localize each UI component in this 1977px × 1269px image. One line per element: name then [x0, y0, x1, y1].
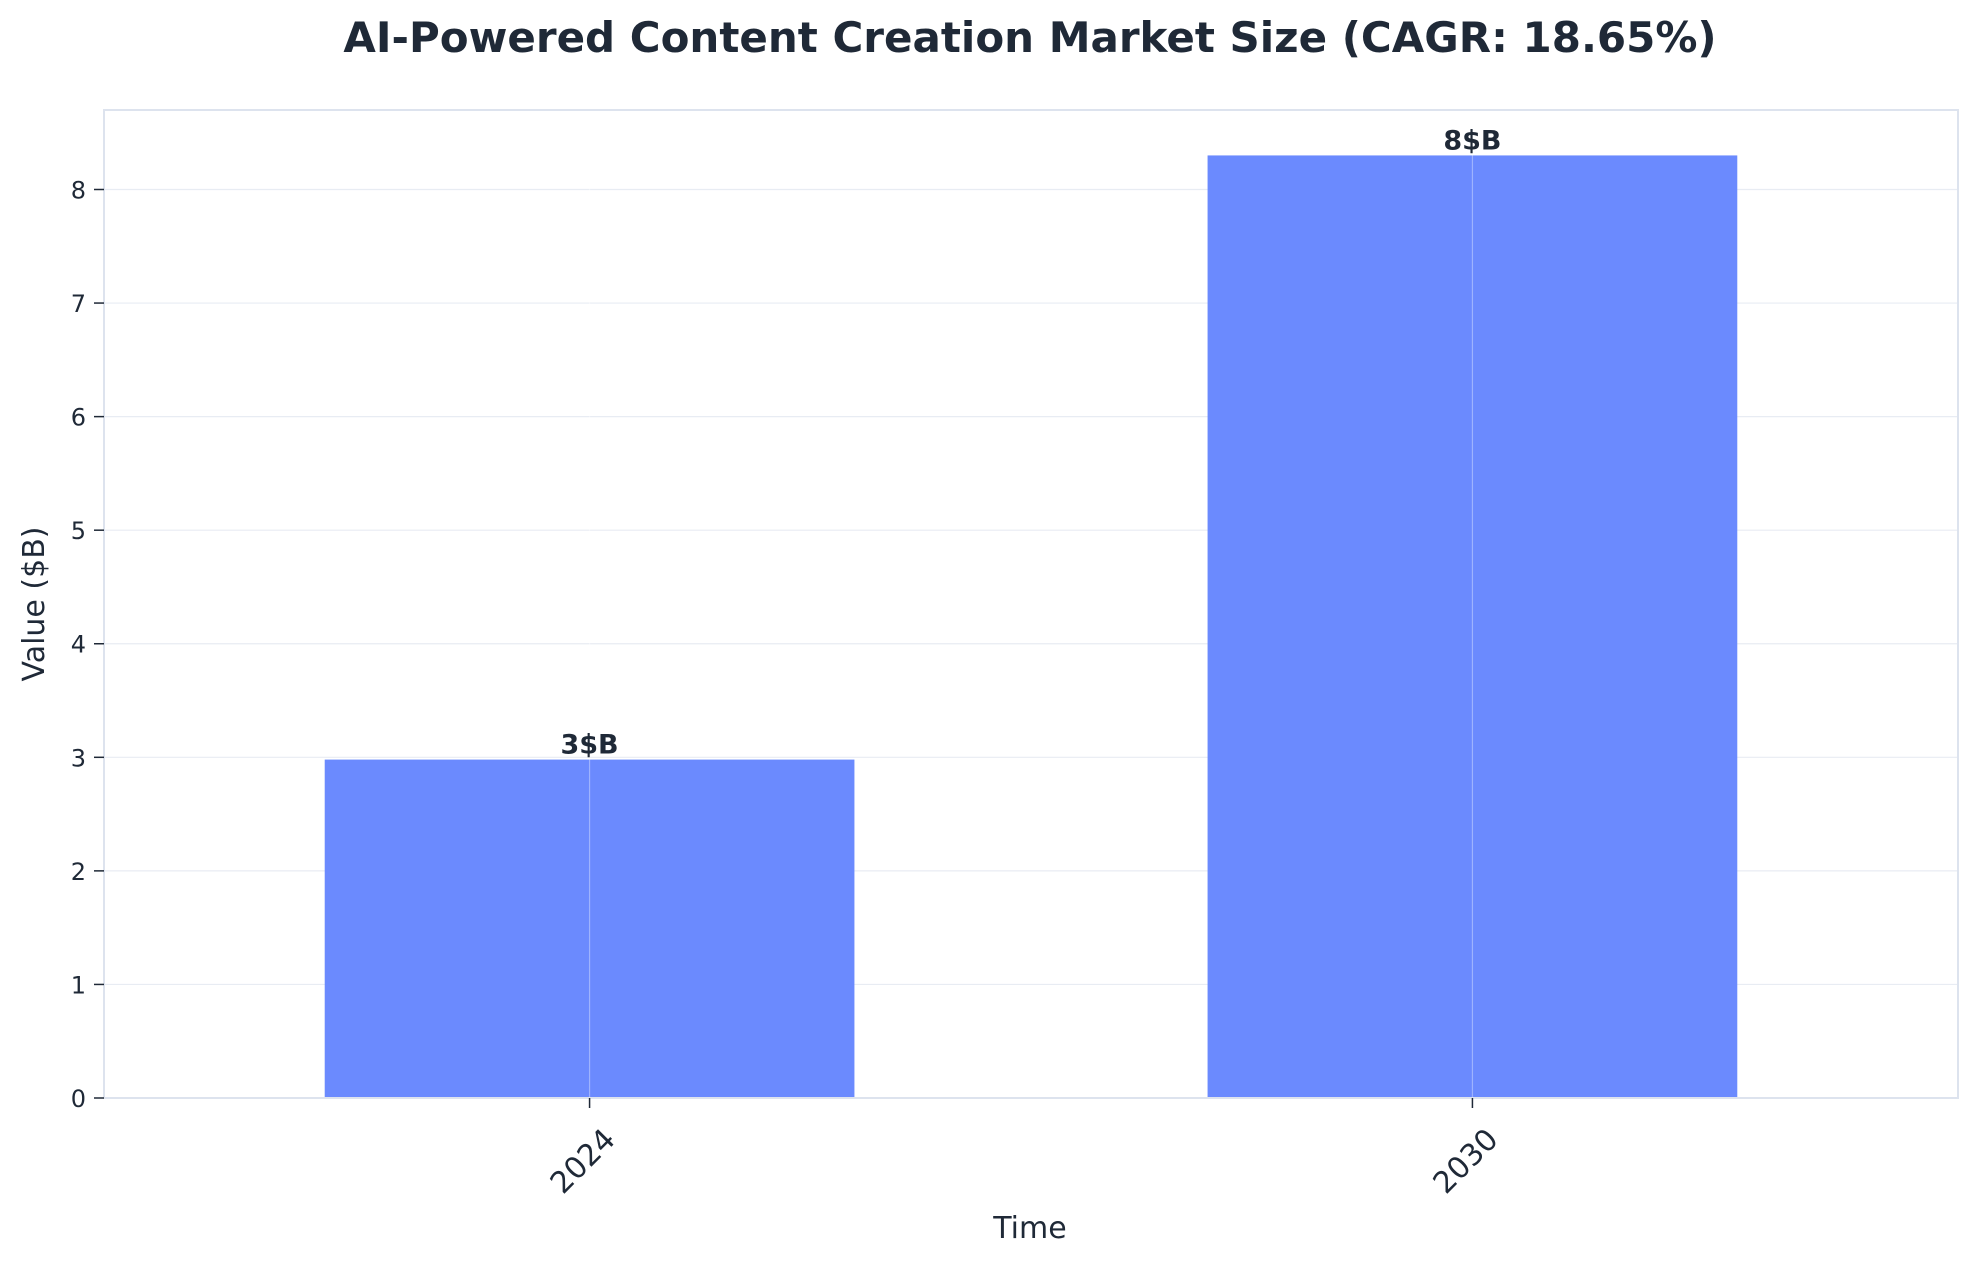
y-tick-label: 0	[71, 1085, 86, 1113]
y-tick-label: 3	[71, 744, 86, 772]
y-tick-label: 5	[71, 517, 86, 545]
data-label: 3$B	[560, 730, 618, 761]
bar-2030	[1207, 155, 1738, 1098]
y-axis-label: Value ($B)	[17, 527, 52, 682]
y-tick-label: 2	[71, 858, 86, 886]
y-tick-label: 4	[71, 631, 86, 659]
bar-2024	[324, 759, 855, 1098]
vertical-grid-lines	[588, 110, 1474, 1098]
data-label: 8$B	[1443, 125, 1501, 156]
y-tick-label: 1	[71, 971, 86, 999]
y-axis: 0 1 2 3 4 5 6 7 8	[71, 176, 104, 1113]
y-tick-label: 8	[71, 176, 86, 204]
chart-title: AI-Powered Content Creation Market Size …	[343, 13, 1716, 62]
y-tick-label: 7	[71, 290, 86, 318]
bars	[324, 155, 1738, 1098]
plot-frame-border	[103, 109, 1959, 1099]
y-tick-label: 6	[71, 404, 86, 432]
x-axis-label: Time	[992, 1211, 1066, 1246]
data-labels: 3$B 8$B	[560, 125, 1501, 760]
